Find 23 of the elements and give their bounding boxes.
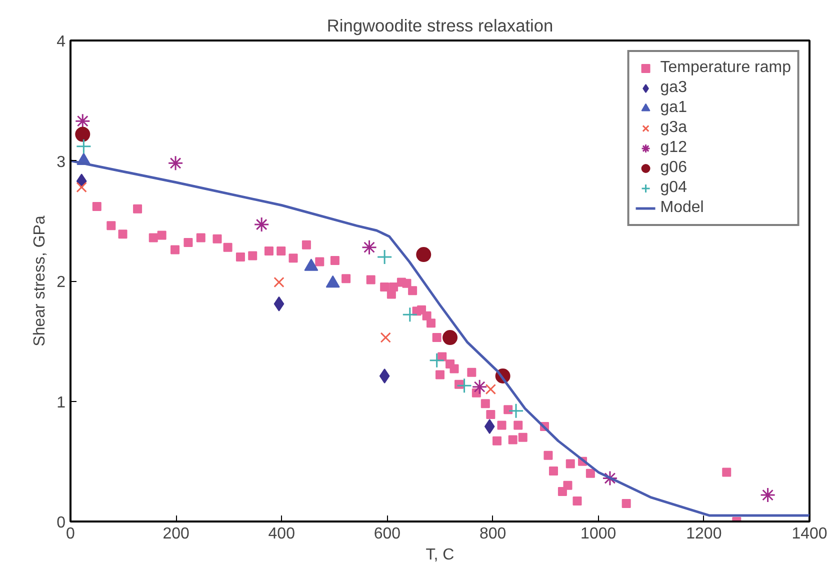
legend-label: g04 xyxy=(660,179,687,197)
x-tick-label: 800 xyxy=(479,526,506,542)
legend-label: Model xyxy=(660,199,704,217)
y-tick-label: 3 xyxy=(56,154,66,171)
y-axis-title: Shear stress, GPa xyxy=(32,216,49,346)
chart-title: Ringwoodite stress relaxation xyxy=(326,16,554,36)
x-tick-label: 1200 xyxy=(686,526,722,542)
legend-label: ga3 xyxy=(660,79,687,97)
legend-label: Temperature ramp xyxy=(660,59,791,77)
y-tick-label: 0 xyxy=(56,514,66,532)
legend-label: ga1 xyxy=(660,99,687,117)
y-tick-label: 1 xyxy=(56,394,66,412)
x-tick-label: 200 xyxy=(162,526,190,542)
x-tick-label: 600 xyxy=(374,526,401,542)
legend-label: g12 xyxy=(660,139,687,157)
x-tick-label: 1400 xyxy=(792,526,828,542)
x-tick-label: 1000 xyxy=(580,526,616,542)
y-tick-label: 2 xyxy=(56,274,66,291)
x-tick-label: 400 xyxy=(268,526,296,542)
x-axis-title: T, C xyxy=(426,546,454,564)
y-tick-label: 4 xyxy=(56,34,66,50)
legend-label: g06 xyxy=(660,159,687,177)
legend-label: g3a xyxy=(660,119,687,137)
